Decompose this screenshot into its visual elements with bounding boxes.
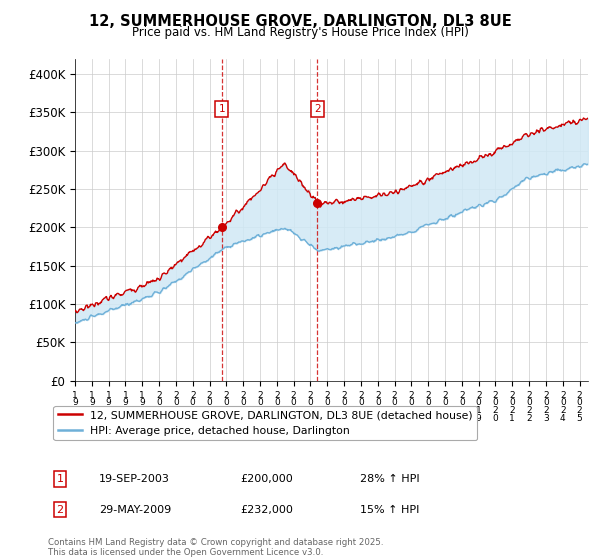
Text: 15% ↑ HPI: 15% ↑ HPI [360, 505, 419, 515]
Text: 1: 1 [218, 104, 225, 114]
Text: 2: 2 [56, 505, 64, 515]
Text: 2: 2 [314, 104, 320, 114]
Text: 29-MAY-2009: 29-MAY-2009 [99, 505, 171, 515]
Text: Contains HM Land Registry data © Crown copyright and database right 2025.
This d: Contains HM Land Registry data © Crown c… [48, 538, 383, 557]
Text: Price paid vs. HM Land Registry's House Price Index (HPI): Price paid vs. HM Land Registry's House … [131, 26, 469, 39]
Text: 1: 1 [56, 474, 64, 484]
Text: 28% ↑ HPI: 28% ↑ HPI [360, 474, 419, 484]
Text: 19-SEP-2003: 19-SEP-2003 [99, 474, 170, 484]
Legend: 12, SUMMERHOUSE GROVE, DARLINGTON, DL3 8UE (detached house), HPI: Average price,: 12, SUMMERHOUSE GROVE, DARLINGTON, DL3 8… [53, 406, 477, 440]
Text: £200,000: £200,000 [240, 474, 293, 484]
Text: 12, SUMMERHOUSE GROVE, DARLINGTON, DL3 8UE: 12, SUMMERHOUSE GROVE, DARLINGTON, DL3 8… [89, 14, 511, 29]
Text: £232,000: £232,000 [240, 505, 293, 515]
